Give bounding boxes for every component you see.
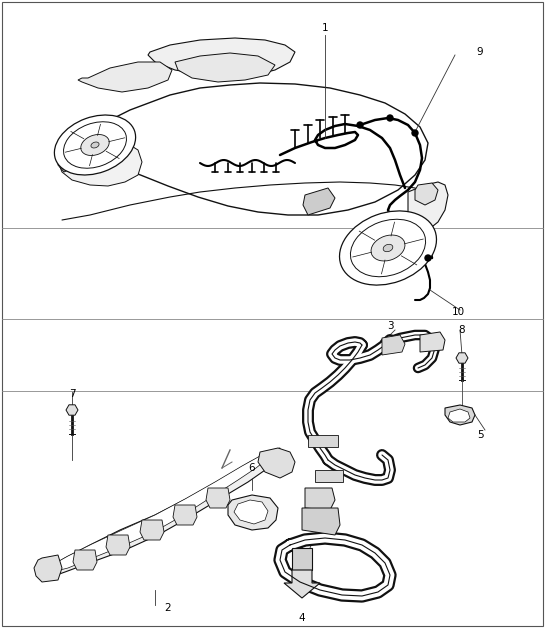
Polygon shape: [46, 452, 268, 572]
Polygon shape: [302, 508, 340, 535]
Text: 4: 4: [299, 613, 305, 623]
Polygon shape: [58, 150, 75, 172]
Ellipse shape: [81, 134, 109, 156]
Text: 8: 8: [459, 325, 465, 335]
Polygon shape: [308, 435, 338, 447]
Polygon shape: [175, 53, 275, 82]
Text: 6: 6: [249, 463, 255, 473]
Ellipse shape: [383, 244, 393, 252]
Polygon shape: [106, 535, 130, 555]
Text: 1: 1: [322, 23, 328, 33]
Ellipse shape: [350, 219, 426, 277]
Text: 9: 9: [477, 47, 483, 57]
Polygon shape: [60, 83, 428, 215]
Ellipse shape: [340, 211, 437, 285]
Polygon shape: [445, 405, 475, 425]
Polygon shape: [292, 548, 312, 570]
Text: 10: 10: [451, 307, 464, 317]
Polygon shape: [284, 570, 320, 598]
Polygon shape: [66, 405, 78, 415]
Polygon shape: [315, 470, 343, 482]
Polygon shape: [456, 353, 468, 363]
Circle shape: [357, 122, 363, 128]
Ellipse shape: [54, 115, 136, 175]
Polygon shape: [78, 62, 172, 92]
Polygon shape: [258, 448, 295, 478]
Ellipse shape: [64, 122, 126, 168]
Polygon shape: [34, 555, 62, 582]
Polygon shape: [234, 500, 268, 524]
Polygon shape: [38, 448, 280, 578]
Polygon shape: [408, 182, 448, 232]
Polygon shape: [140, 520, 164, 540]
Polygon shape: [448, 409, 470, 422]
Ellipse shape: [91, 142, 99, 148]
Polygon shape: [420, 332, 445, 352]
Polygon shape: [58, 140, 142, 186]
Polygon shape: [148, 38, 295, 76]
Text: 5: 5: [477, 430, 483, 440]
Text: 7: 7: [69, 389, 75, 399]
Circle shape: [412, 130, 418, 136]
Polygon shape: [206, 488, 230, 508]
Ellipse shape: [371, 235, 405, 261]
Polygon shape: [305, 488, 335, 510]
Text: 3: 3: [387, 321, 393, 331]
Text: 2: 2: [165, 603, 171, 613]
Polygon shape: [415, 183, 438, 205]
Polygon shape: [173, 505, 197, 525]
Circle shape: [387, 115, 393, 121]
Circle shape: [425, 255, 431, 261]
Polygon shape: [73, 550, 97, 570]
Polygon shape: [382, 335, 405, 355]
Polygon shape: [303, 188, 335, 215]
Polygon shape: [228, 495, 278, 530]
